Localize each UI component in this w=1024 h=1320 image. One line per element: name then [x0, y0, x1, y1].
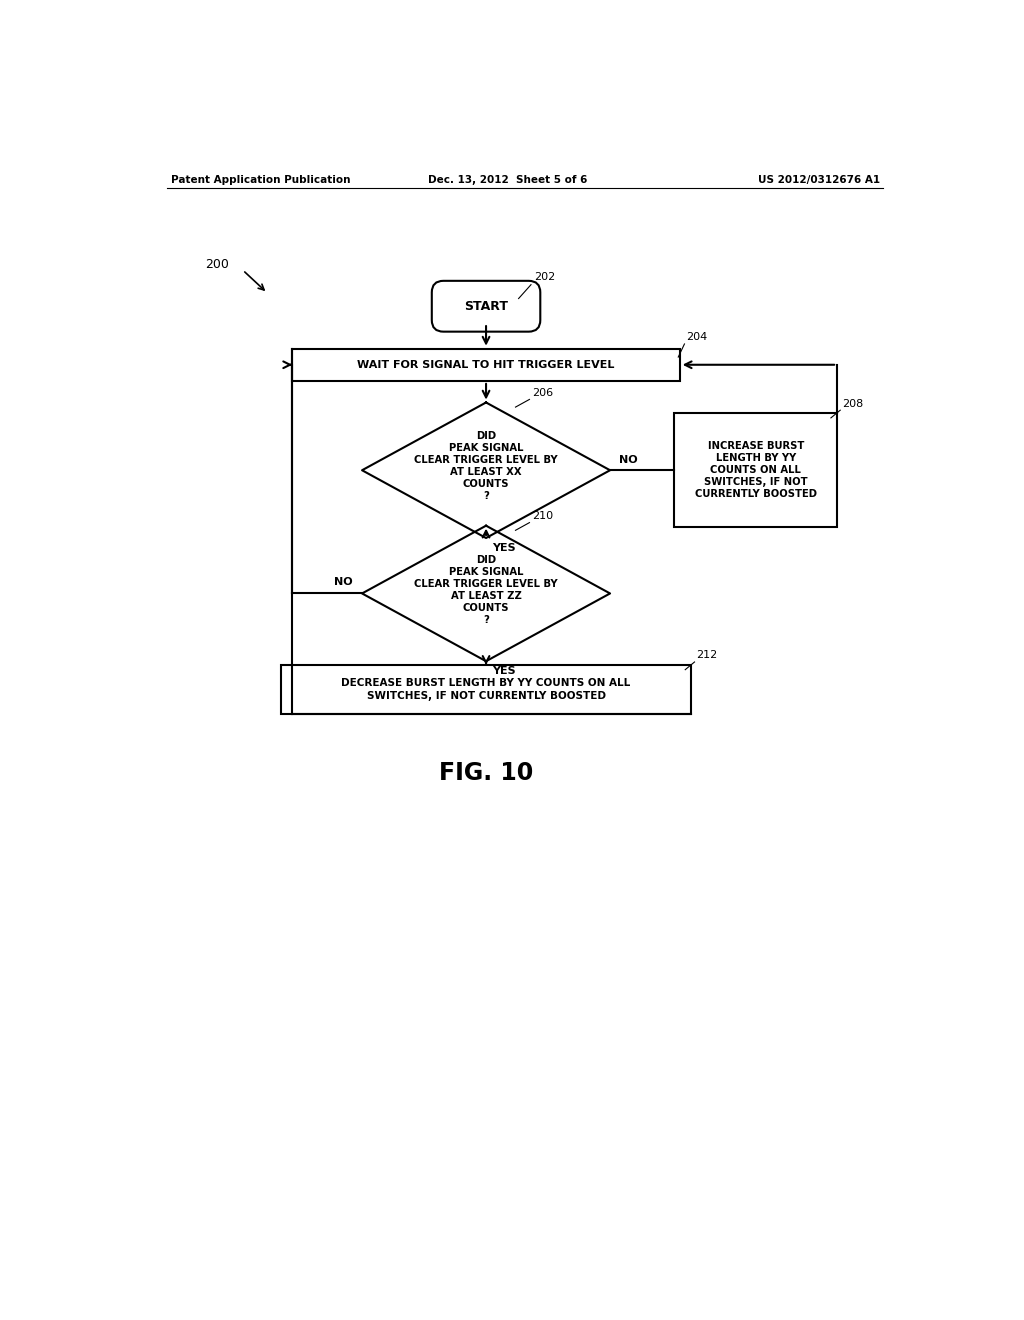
- Text: 212: 212: [696, 651, 718, 660]
- Text: INCREASE BURST
LENGTH BY YY
COUNTS ON ALL
SWITCHES, IF NOT
CURRENTLY BOOSTED: INCREASE BURST LENGTH BY YY COUNTS ON AL…: [694, 441, 817, 499]
- Text: Patent Application Publication: Patent Application Publication: [171, 176, 350, 185]
- Text: NO: NO: [334, 577, 352, 587]
- Text: Dec. 13, 2012  Sheet 5 of 6: Dec. 13, 2012 Sheet 5 of 6: [428, 176, 588, 185]
- Text: FIG. 10: FIG. 10: [439, 760, 534, 785]
- Text: 208: 208: [842, 399, 863, 409]
- Text: WAIT FOR SIGNAL TO HIT TRIGGER LEVEL: WAIT FOR SIGNAL TO HIT TRIGGER LEVEL: [357, 360, 614, 370]
- Text: 202: 202: [535, 272, 555, 281]
- Text: YES: YES: [493, 543, 516, 553]
- Text: START: START: [464, 300, 508, 313]
- FancyBboxPatch shape: [432, 281, 541, 331]
- Text: YES: YES: [493, 665, 516, 676]
- Text: 206: 206: [532, 388, 554, 397]
- Text: 200: 200: [205, 259, 228, 271]
- Bar: [281, 665, 691, 714]
- Text: DID
PEAK SIGNAL
CLEAR TRIGGER LEVEL BY
AT LEAST ZZ
COUNTS
?: DID PEAK SIGNAL CLEAR TRIGGER LEVEL BY A…: [415, 554, 558, 624]
- Text: NO: NO: [620, 455, 638, 465]
- Text: DID
PEAK SIGNAL
CLEAR TRIGGER LEVEL BY
AT LEAST XX
COUNTS
?: DID PEAK SIGNAL CLEAR TRIGGER LEVEL BY A…: [415, 432, 558, 502]
- Text: US 2012/0312676 A1: US 2012/0312676 A1: [758, 176, 880, 185]
- Text: DECREASE BURST LENGTH BY YY COUNTS ON ALL
SWITCHES, IF NOT CURRENTLY BOOSTED: DECREASE BURST LENGTH BY YY COUNTS ON AL…: [341, 678, 631, 701]
- Bar: [292, 348, 680, 381]
- Text: 210: 210: [532, 511, 554, 521]
- Text: 204: 204: [686, 331, 708, 342]
- Bar: [675, 413, 838, 527]
